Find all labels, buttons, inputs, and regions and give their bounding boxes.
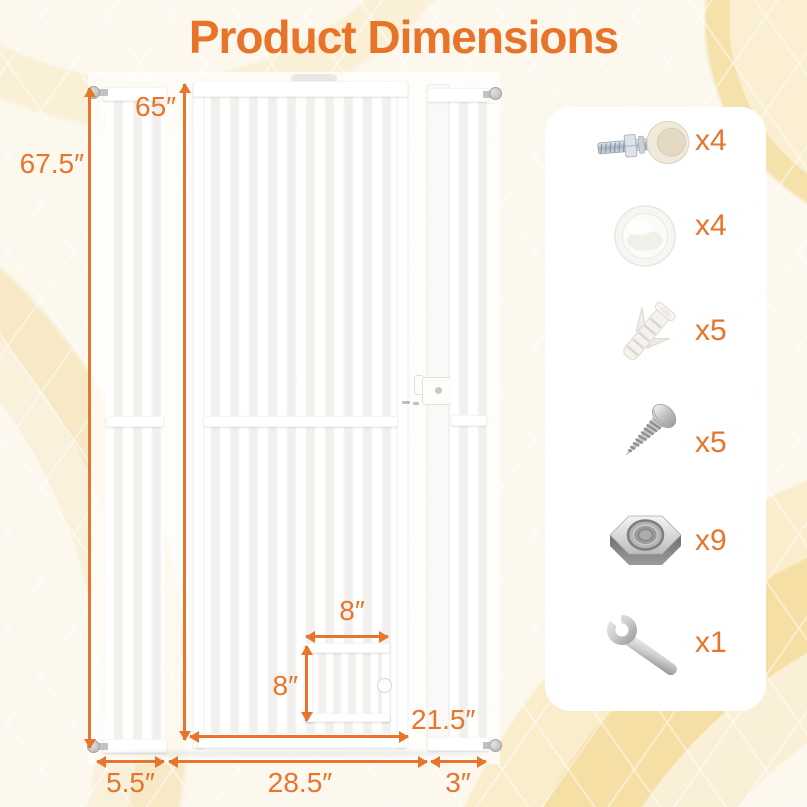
left-panel-top-rail <box>103 87 167 101</box>
arrow-overall-height <box>83 87 96 749</box>
pet-door-bars <box>312 652 383 715</box>
spindle-knob-bottom-right <box>489 739 502 752</box>
pet-door-width-label: 8″ <box>339 595 365 626</box>
spindle-rod-bottom-left <box>97 743 108 750</box>
right-section-width-label: 3″ <box>445 767 471 798</box>
wall-anchor-count: x5 <box>695 314 727 347</box>
arrow-pet-door-width <box>305 630 389 643</box>
wrench-icon <box>595 602 695 686</box>
arrow-right-section-width <box>430 755 487 768</box>
spindle-bolt-icon <box>595 113 695 182</box>
spindle-rod-bottom-right <box>483 742 494 749</box>
door-width-label: 21.5″ <box>411 704 476 735</box>
arrow-pet-door-height <box>300 645 313 722</box>
gate-handle <box>291 74 337 84</box>
hardware-panel: x4 x4 <box>545 107 766 711</box>
right-panel-bottom-rail <box>427 737 489 751</box>
latch-post <box>427 84 449 748</box>
pet-door-top-rail <box>304 643 390 653</box>
screw-count: x5 <box>695 426 727 459</box>
hex-nut-icon <box>595 503 695 576</box>
right-panel-top-rail <box>427 88 489 102</box>
spindle-cover-top-left <box>97 101 107 135</box>
left-section-width-label: 5.5″ <box>106 767 155 798</box>
hex-nut-count: x9 <box>695 524 727 557</box>
pet-door-height-label: 8″ <box>272 670 298 701</box>
arrow-gate-height <box>178 83 191 741</box>
latch-indicator-mark <box>402 401 410 404</box>
wrench-count: x1 <box>695 626 727 659</box>
spindle-cover-bottom-right <box>486 704 496 738</box>
pet-door-knob <box>377 678 392 693</box>
door-mid-rail <box>203 416 398 427</box>
gate-shadow <box>96 751 494 756</box>
arrow-door-width <box>189 730 409 743</box>
spindle-cover-bottom-left <box>98 706 108 740</box>
wall-anchor-icon <box>595 293 695 382</box>
pet-door-left-post <box>304 644 313 722</box>
spindle-rod-top-left <box>97 89 108 96</box>
overall-height-label: 67.5″ <box>19 148 84 179</box>
spindle-knob-top-right <box>489 87 502 100</box>
screw-icon <box>595 395 695 480</box>
right-panel-mid-rail <box>451 415 487 426</box>
wall-cup-icon <box>595 203 695 274</box>
page-title: Product Dimensions <box>188 11 619 63</box>
spindle-rod-top-right <box>483 91 494 98</box>
gate-height-label: 65″ <box>135 91 177 122</box>
wall-cup-count: x4 <box>695 209 727 242</box>
door-right-post <box>397 82 408 748</box>
door-left-post <box>193 82 204 748</box>
spindle-cover-top-right <box>487 103 497 137</box>
latch-indicator-mark <box>413 402 419 405</box>
left-panel-mid-rail <box>106 416 164 427</box>
arrow-left-section-width <box>96 755 165 768</box>
left-panel-bottom-rail <box>103 739 167 753</box>
center-section-width-label: 28.5″ <box>267 767 333 798</box>
spindle-bolt-count: x4 <box>695 124 727 157</box>
door-top-rail <box>193 81 408 97</box>
latch-hole <box>435 387 442 394</box>
arrow-center-section-width <box>168 755 428 768</box>
pet-door-bottom-rail <box>304 713 390 722</box>
